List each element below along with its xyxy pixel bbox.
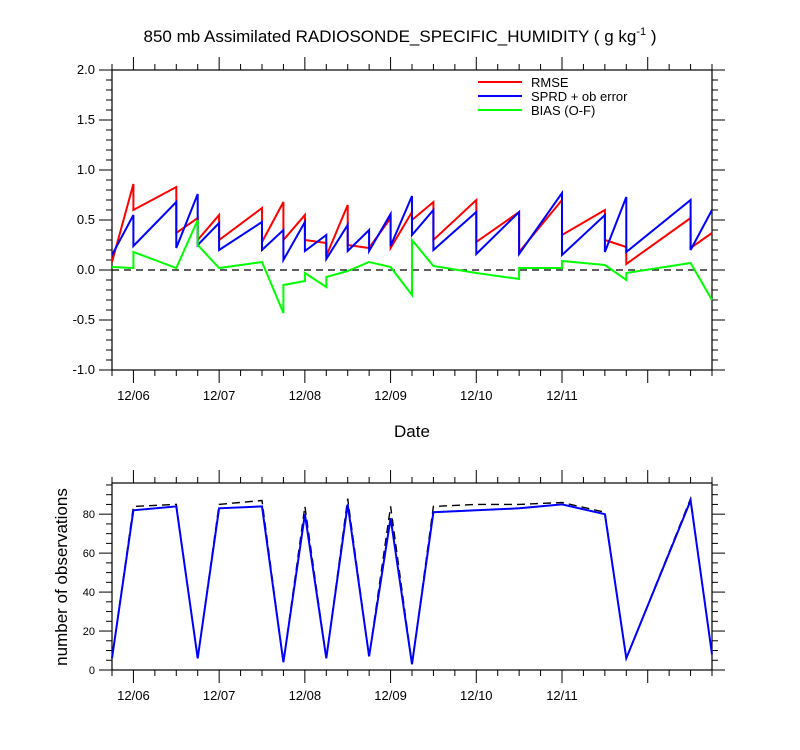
legend-label-1: SPRD + ob error — [531, 89, 628, 104]
top-x-tick-label: 12/08 — [289, 388, 322, 403]
legend-label-2: BIAS (O-F) — [531, 103, 595, 118]
top-y-tick-label: 1.5 — [77, 112, 95, 127]
top-y-tick-label: 0.5 — [77, 212, 95, 227]
top-chart-title: 850 mb Assimilated RADIOSONDE_SPECIFIC_H… — [144, 26, 657, 46]
bottom-x-tick-label: 12/06 — [117, 688, 150, 703]
bottom-plot-frame — [111, 482, 713, 671]
bottom-y-tick-label: 20 — [83, 626, 95, 638]
top-panel-rmse-sprd-bias: 850 mb Assimilated RADIOSONDE_SPECIFIC_H… — [73, 26, 725, 441]
bottom-y-tick-label: 40 — [83, 587, 95, 599]
bottom-y-tick-label: 80 — [83, 509, 95, 521]
bottom-panel-observation-counts: number of observations 12/06 12/07 12/08 12… — [52, 470, 725, 703]
top-x-tick-label: 12/09 — [374, 388, 407, 403]
top-y-tick-label: 1.0 — [77, 162, 95, 177]
top-series-sprd-ob-error — [111, 189, 713, 264]
bottom-x-tick-label: 12/07 — [203, 688, 236, 703]
top-x-tick-label: 12/10 — [460, 388, 493, 403]
top-series-bias-o-f- — [111, 219, 713, 314]
top-y-tick-label: -1.0 — [73, 362, 95, 377]
top-x-tick-label: 12/06 — [117, 388, 150, 403]
bottom-x-tick-label: 12/09 — [374, 688, 407, 703]
top-x-tick-label: 12/07 — [203, 388, 236, 403]
top-x-axis-label: Date — [394, 422, 430, 441]
bottom-y-tick-label: 60 — [83, 548, 95, 560]
top-y-tick-label: 0.0 — [77, 262, 95, 277]
bottom-series-assimilated-observations — [111, 496, 713, 665]
bottom-x-tick-label: 12/11 — [546, 688, 578, 703]
top-y-tick-label: 2.0 — [77, 62, 95, 77]
bottom-x-tick-label: 12/08 — [289, 688, 322, 703]
bottom-y-tick-label: 0 — [89, 665, 95, 677]
bottom-y-axis-label: number of observations — [52, 488, 71, 666]
top-y-tick-label: -0.5 — [73, 312, 95, 327]
bottom-x-tick-label: 12/10 — [460, 688, 493, 703]
top-x-tick-label: 12/11 — [546, 388, 578, 403]
legend-label-0: RMSE — [531, 75, 569, 90]
bottom-series-possible-observations — [111, 495, 713, 665]
